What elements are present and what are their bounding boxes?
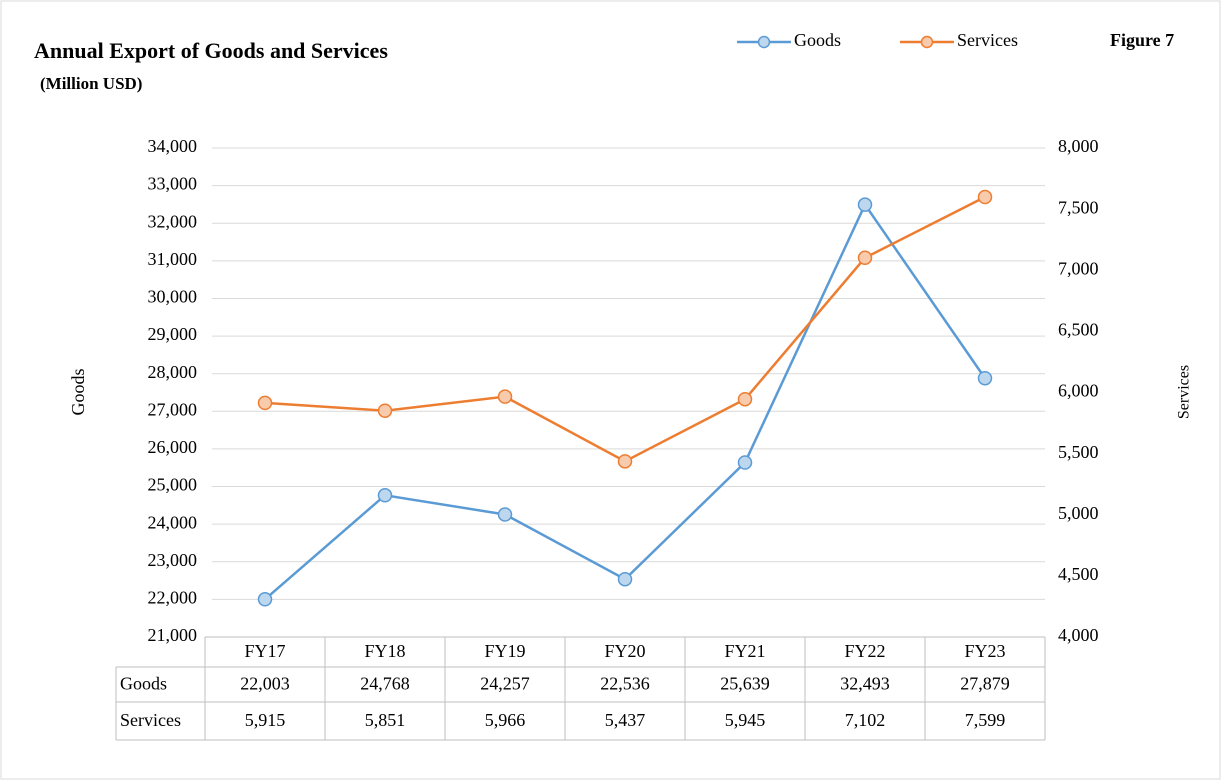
marker bbox=[737, 455, 753, 470]
y2-tick-label: 5,000 bbox=[1058, 503, 1099, 523]
table-cell: 5,437 bbox=[605, 710, 646, 730]
y-tick-label: 31,000 bbox=[148, 249, 198, 269]
marker bbox=[377, 488, 393, 503]
y-tick-label: 24,000 bbox=[148, 512, 198, 532]
marker bbox=[977, 189, 993, 205]
x-tick-label: FY22 bbox=[844, 641, 885, 661]
table-cell: 22,003 bbox=[240, 674, 290, 694]
table-cell: 24,768 bbox=[360, 674, 410, 694]
table-cell: 22,536 bbox=[600, 674, 650, 694]
x-tick-label: FY21 bbox=[724, 641, 765, 661]
chart-title: Annual Export of Goods and Services bbox=[34, 38, 388, 63]
x-tick-label: FY17 bbox=[244, 641, 285, 661]
marker bbox=[257, 395, 273, 411]
y2-tick-label: 8,000 bbox=[1058, 136, 1099, 156]
y-axis-label: Goods bbox=[68, 368, 88, 415]
marker bbox=[257, 592, 273, 607]
figure-label: Figure 7 bbox=[1110, 30, 1174, 50]
table-row-header: Services bbox=[120, 710, 181, 730]
y2-tick-label: 6,500 bbox=[1058, 320, 1099, 340]
y-tick-label: 27,000 bbox=[148, 399, 198, 419]
y2-tick-label: 5,500 bbox=[1058, 442, 1099, 462]
x-tick-label: FY18 bbox=[364, 641, 405, 661]
table-cell: 7,102 bbox=[845, 710, 886, 730]
y-tick-label: 34,000 bbox=[148, 136, 198, 156]
legend-marker bbox=[757, 35, 771, 49]
y-tick-label: 32,000 bbox=[148, 211, 198, 231]
y-tick-label: 29,000 bbox=[148, 324, 198, 344]
y2-tick-label: 4,000 bbox=[1058, 625, 1099, 645]
marker bbox=[497, 507, 513, 522]
chart-subtitle: (Million USD) bbox=[40, 74, 142, 93]
x-tick-label: FY20 bbox=[604, 641, 645, 661]
marker bbox=[977, 370, 993, 386]
y2-tick-label: 7,500 bbox=[1058, 197, 1099, 217]
table-cell: 24,257 bbox=[480, 674, 530, 694]
marker bbox=[857, 197, 873, 212]
table-cell: 5,966 bbox=[485, 710, 526, 730]
table-cell: 27,879 bbox=[960, 674, 1010, 694]
y2-axis-label: Services bbox=[1176, 365, 1193, 419]
legend-label: Goods bbox=[794, 30, 841, 50]
legend-marker bbox=[920, 35, 934, 49]
y-tick-label: 26,000 bbox=[148, 437, 198, 457]
legend-label: Services bbox=[957, 30, 1018, 50]
table-cell: 5,915 bbox=[245, 710, 286, 730]
y-tick-label: 25,000 bbox=[148, 475, 198, 495]
marker bbox=[857, 250, 873, 266]
table-cell: 7,599 bbox=[965, 710, 1006, 730]
y-tick-label: 30,000 bbox=[148, 287, 198, 307]
y-tick-label: 22,000 bbox=[148, 588, 198, 608]
marker bbox=[617, 454, 633, 469]
marker bbox=[617, 571, 633, 587]
table-cell: 5,851 bbox=[365, 710, 406, 730]
y-tick-label: 28,000 bbox=[148, 362, 198, 382]
x-tick-label: FY23 bbox=[964, 641, 1005, 661]
x-tick-label: FY19 bbox=[484, 641, 525, 661]
marker bbox=[377, 403, 393, 418]
table-cell: 25,639 bbox=[720, 674, 770, 694]
marker bbox=[737, 391, 753, 407]
y-tick-label: 21,000 bbox=[148, 625, 198, 645]
y2-tick-label: 6,000 bbox=[1058, 381, 1099, 401]
table-row-header: Goods bbox=[120, 674, 167, 694]
marker bbox=[497, 389, 513, 404]
table-cell: 5,945 bbox=[725, 710, 766, 730]
y-tick-label: 33,000 bbox=[148, 174, 198, 194]
table-cell: 32,493 bbox=[840, 674, 890, 694]
y-tick-label: 23,000 bbox=[148, 550, 198, 570]
y2-tick-label: 7,000 bbox=[1058, 258, 1099, 278]
y2-tick-label: 4,500 bbox=[1058, 564, 1099, 584]
